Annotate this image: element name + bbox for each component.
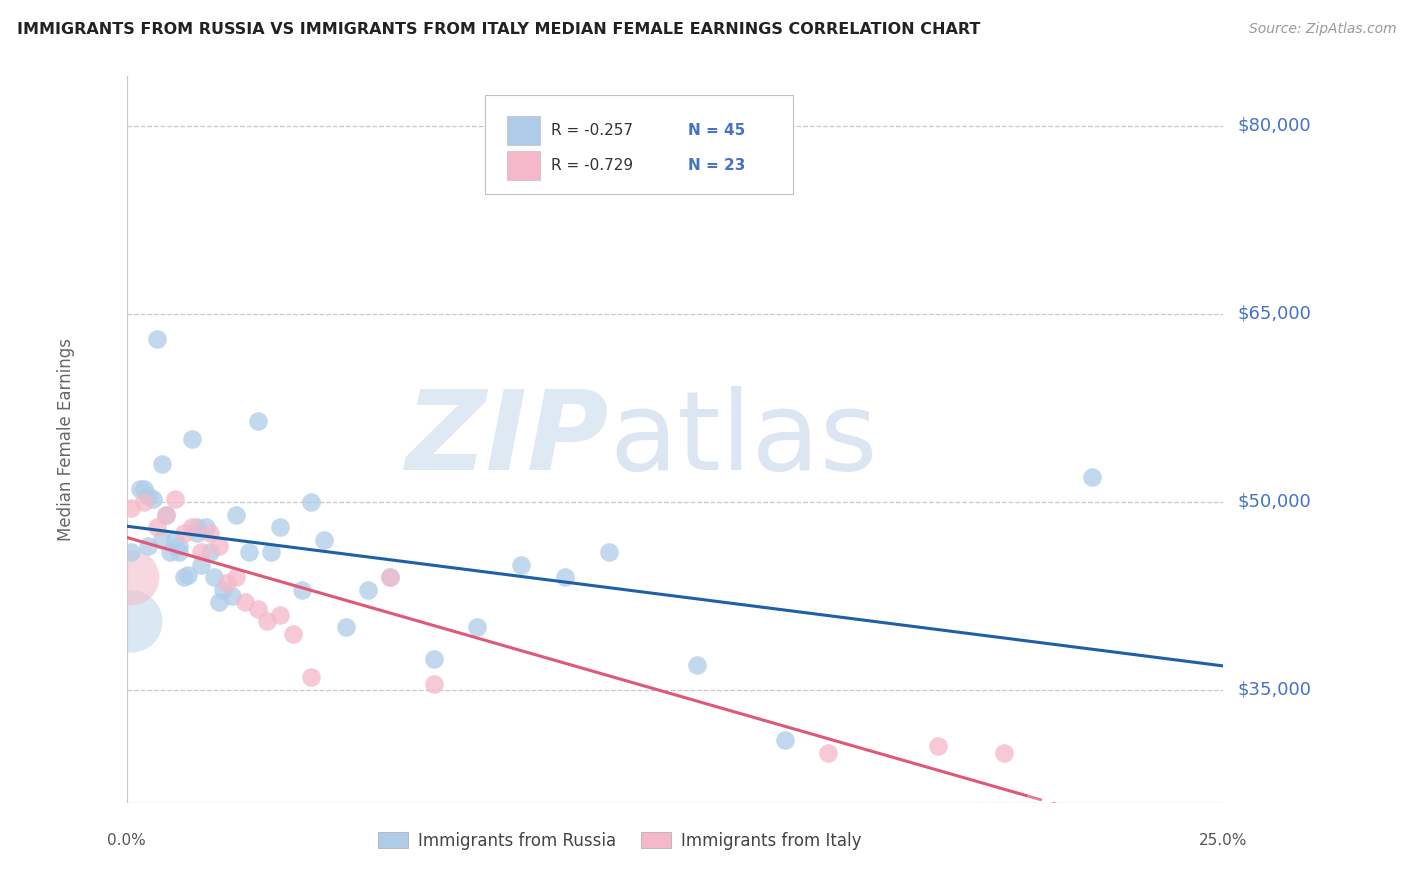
Text: $35,000: $35,000 [1237, 681, 1312, 699]
Point [167, 539, 190, 553]
Point [150, 458, 173, 472]
Text: $65,000: $65,000 [1237, 305, 1310, 323]
Point [194, 520, 217, 534]
Point [150, 533, 173, 547]
Point [177, 567, 200, 582]
Point [1080, 470, 1102, 484]
Point [186, 526, 208, 541]
Point [422, 677, 444, 691]
Text: $50,000: $50,000 [1237, 493, 1310, 511]
Point [128, 483, 150, 497]
Point [312, 533, 335, 547]
Point [598, 545, 620, 559]
FancyBboxPatch shape [485, 95, 793, 194]
Legend: Immigrants from Russia, Immigrants from Italy: Immigrants from Russia, Immigrants from … [371, 825, 869, 856]
Point [208, 539, 231, 553]
Point [202, 570, 225, 584]
Point [686, 657, 709, 672]
Point [283, 626, 305, 640]
Point [173, 570, 195, 584]
Text: N = 45: N = 45 [688, 123, 745, 138]
Point [181, 432, 204, 446]
Point [299, 495, 322, 509]
Text: Median Female Earnings: Median Female Earnings [58, 338, 76, 541]
Point [181, 520, 204, 534]
Point [186, 520, 208, 534]
Text: R = -0.257: R = -0.257 [551, 123, 633, 138]
Point [146, 332, 169, 346]
Point [260, 545, 283, 559]
FancyBboxPatch shape [508, 116, 540, 145]
Point [198, 545, 221, 559]
Point [467, 620, 489, 634]
Point [291, 582, 314, 597]
Text: Source: ZipAtlas.com: Source: ZipAtlas.com [1249, 22, 1396, 37]
Point [208, 595, 231, 609]
Point [173, 526, 195, 541]
Point [927, 739, 949, 754]
Text: ZIP: ZIP [405, 386, 609, 492]
Point [225, 570, 247, 584]
Point [120, 614, 142, 628]
Point [146, 520, 169, 534]
Point [269, 607, 291, 622]
Point [773, 733, 796, 747]
Point [138, 489, 160, 503]
Point [817, 746, 839, 760]
Point [138, 539, 160, 553]
Point [212, 582, 235, 597]
Point [378, 570, 401, 584]
Point [221, 589, 243, 603]
Text: 25.0%: 25.0% [1199, 833, 1247, 848]
Text: IMMIGRANTS FROM RUSSIA VS IMMIGRANTS FROM ITALY MEDIAN FEMALE EARNINGS CORRELATI: IMMIGRANTS FROM RUSSIA VS IMMIGRANTS FRO… [17, 22, 980, 37]
FancyBboxPatch shape [508, 151, 540, 180]
Point [198, 526, 221, 541]
Text: R = -0.729: R = -0.729 [551, 158, 633, 173]
Point [378, 570, 401, 584]
Point [190, 558, 212, 572]
Point [167, 545, 190, 559]
Point [256, 614, 278, 628]
Point [247, 601, 270, 615]
Point [233, 595, 256, 609]
Point [269, 520, 291, 534]
Text: 0.0%: 0.0% [107, 833, 146, 848]
Point [120, 570, 142, 584]
Point [155, 508, 177, 522]
Point [238, 545, 260, 559]
Point [554, 570, 576, 584]
Point [132, 495, 155, 509]
Point [299, 670, 322, 684]
Text: $80,000: $80,000 [1237, 117, 1310, 135]
Point [142, 492, 165, 507]
Point [217, 576, 239, 591]
Point [247, 413, 270, 427]
Text: atlas: atlas [609, 386, 877, 492]
Point [225, 508, 247, 522]
Text: N = 23: N = 23 [688, 158, 745, 173]
Point [163, 533, 186, 547]
Point [163, 492, 186, 507]
Point [159, 545, 181, 559]
Point [120, 501, 142, 516]
Point [510, 558, 533, 572]
Point [422, 651, 444, 665]
Point [357, 582, 380, 597]
Point [120, 545, 142, 559]
Point [132, 483, 155, 497]
Point [155, 508, 177, 522]
Point [190, 545, 212, 559]
Point [993, 746, 1015, 760]
Point [335, 620, 357, 634]
